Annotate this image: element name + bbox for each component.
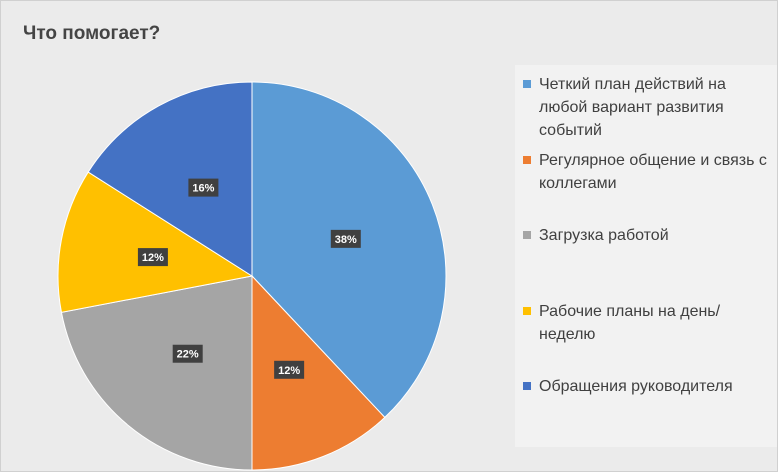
legend-item-2: Регулярное общение и связь с коллегами <box>523 149 771 195</box>
data-label-3: 22% <box>172 344 203 363</box>
pie-slices <box>57 81 447 471</box>
data-label-5: 16% <box>188 178 219 197</box>
legend-swatch-3 <box>523 231 531 239</box>
pie-slice-4 <box>57 171 254 313</box>
chart-legend: Четкий план действий на любой вариант ра… <box>515 65 777 447</box>
legend-item-4: Рабочие планы на день/неделю <box>523 300 771 346</box>
pie-slice-5 <box>87 81 253 277</box>
legend-label-1: Четкий план действий на любой вариант ра… <box>539 76 726 139</box>
legend-label-4: Рабочие планы на день/неделю <box>539 303 721 343</box>
chart-title: Что помогает? <box>23 23 161 44</box>
data-label-box-1 <box>330 229 361 248</box>
data-label-1: 38% <box>330 229 361 248</box>
pie-data-labels: 38% 12% 22% 12% 16% <box>137 178 361 379</box>
legend-label-2: Регулярное общение и связь с коллегами <box>539 152 767 192</box>
legend-swatch-2 <box>523 156 531 164</box>
pie-slice-2 <box>251 274 386 471</box>
data-label-2: 12% <box>274 360 305 379</box>
data-label-box-2 <box>274 360 305 379</box>
legend-item-3: Загрузка работой <box>523 224 771 247</box>
legend-swatch-1 <box>523 80 531 88</box>
data-label-text-5: 16% <box>192 183 214 195</box>
data-label-box-4 <box>137 248 168 267</box>
legend-item-5: Обращения руководителя <box>523 375 771 398</box>
legend-item-1: Четкий план действий на любой вариант ра… <box>523 73 771 142</box>
pie-slice-1 <box>251 81 447 419</box>
data-label-text-4: 12% <box>142 252 164 264</box>
legend-swatch-4 <box>523 307 531 315</box>
legend-swatch-5 <box>523 382 531 390</box>
data-label-text-2: 12% <box>278 365 300 377</box>
data-label-text-3: 22% <box>177 349 199 361</box>
data-label-box-5 <box>188 178 219 197</box>
legend-label-3: Загрузка работой <box>539 227 669 244</box>
data-label-box-3 <box>172 344 203 363</box>
data-label-text-1: 38% <box>335 234 357 246</box>
legend-label-5: Обращения руководителя <box>539 378 733 395</box>
data-label-4: 12% <box>137 248 168 267</box>
pie-slice-3 <box>60 275 253 471</box>
